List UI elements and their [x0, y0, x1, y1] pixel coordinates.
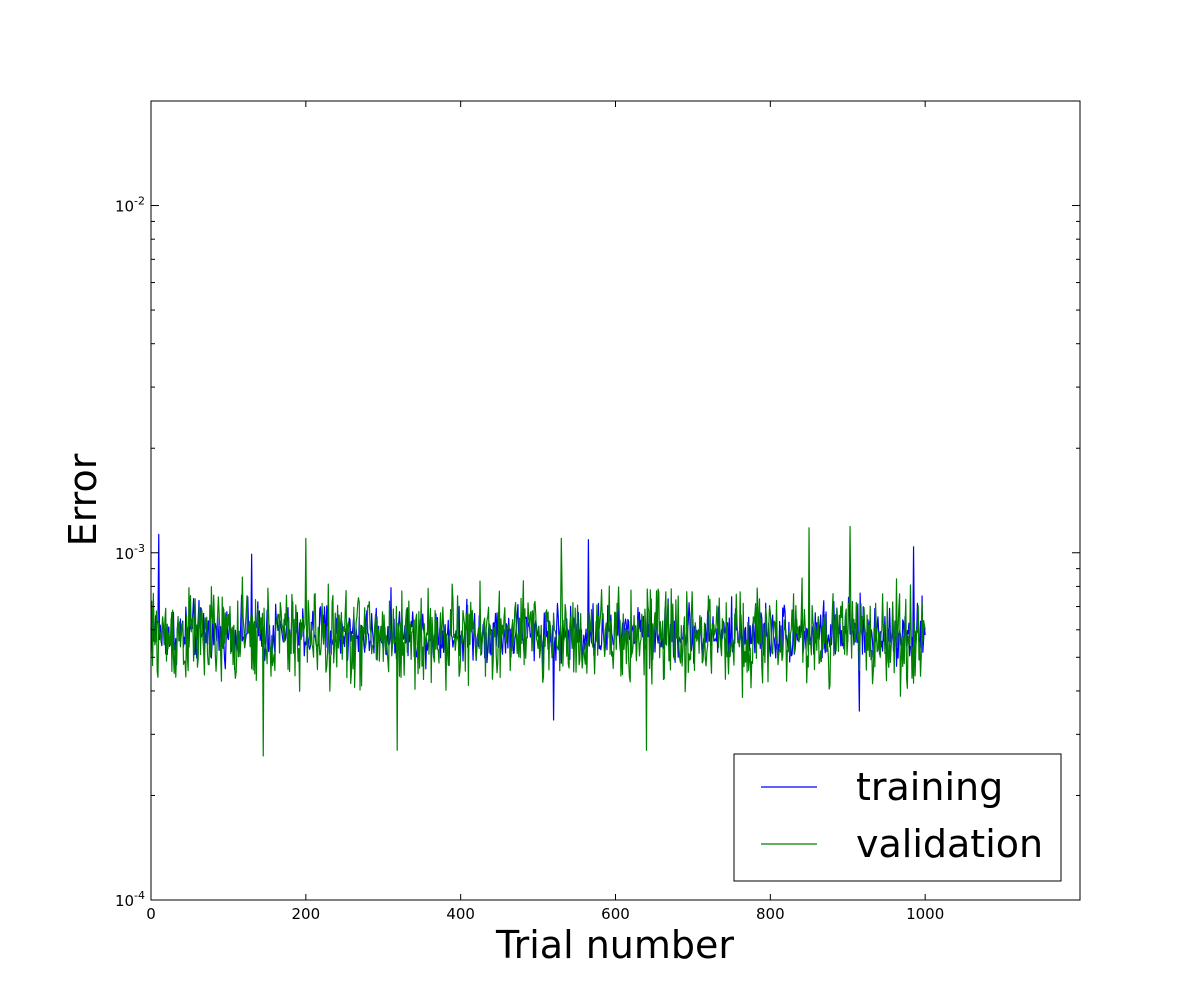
legend-box [733, 753, 1062, 882]
x-tick-label: 800 [756, 905, 785, 923]
y-tick-label: 10-2 [115, 195, 145, 216]
series-line-validation [150, 525, 926, 757]
legend-label-training: training [856, 765, 1003, 809]
x-tick-label: 400 [446, 905, 475, 923]
x-tick-label: 200 [292, 905, 321, 923]
y-tick-label: 10-3 [115, 542, 145, 563]
legend-label-validation: validation [856, 822, 1043, 866]
x-axis-label: Trial number [495, 923, 734, 967]
legend: training validation [733, 753, 1062, 882]
y-tick-label: 10-4 [115, 889, 145, 910]
x-tick-label: 0 [146, 905, 156, 923]
y-axis-label: Error [61, 453, 105, 546]
plot-frame [150, 100, 1081, 901]
x-tick-label: 1000 [906, 905, 944, 923]
series-layer [150, 525, 926, 757]
x-tick-label: 600 [601, 905, 630, 923]
